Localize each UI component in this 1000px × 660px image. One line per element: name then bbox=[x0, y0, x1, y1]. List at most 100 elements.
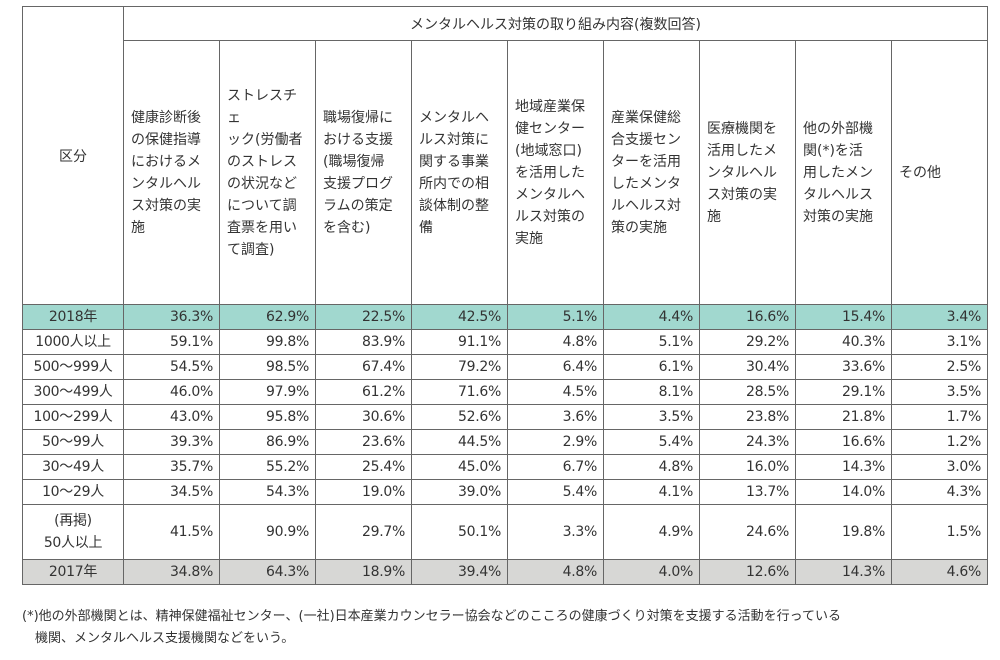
table-cell: 16.6% bbox=[699, 304, 796, 330]
table-cell: 2.9% bbox=[507, 429, 604, 455]
table-cell: 18.9% bbox=[315, 559, 412, 585]
table-cell: 64.3% bbox=[219, 559, 316, 585]
table-cell: 39.4% bbox=[411, 559, 508, 585]
table-row: 1000人以上 59.1% 99.8% 83.9% 91.1% 4.8% 5.1% 29.2%… bbox=[22, 329, 988, 355]
table-cell: 3.5% bbox=[603, 404, 700, 430]
table-cell: 4.4% bbox=[603, 304, 700, 330]
table-cell: 5.1% bbox=[507, 304, 604, 330]
table-cell: 4.8% bbox=[603, 454, 700, 480]
table-cell: 16.0% bbox=[699, 454, 796, 480]
column-header: 他の外部機 関(*)を活 用したメン タルヘルス 対策の実施 bbox=[795, 40, 892, 305]
table-row: (再掲) 50人以上 41.5% 90.9% 29.7% 50.1% 3.3% 4.9% 24… bbox=[22, 504, 988, 560]
table-cell: 55.2% bbox=[219, 454, 316, 480]
table-cell: 86.9% bbox=[219, 429, 316, 455]
row-label: (再掲) 50人以上 bbox=[22, 504, 124, 560]
table-cell: 52.6% bbox=[411, 404, 508, 430]
table-cell: 4.3% bbox=[891, 479, 988, 505]
row-label: 50～99人 bbox=[22, 429, 124, 455]
table-cell: 30.4% bbox=[699, 354, 796, 380]
table-cell: 13.7% bbox=[699, 479, 796, 505]
row-label: 2017年 bbox=[22, 559, 124, 585]
table-cell: 12.6% bbox=[699, 559, 796, 585]
column-header: 地域産業保 健センター (地域窓口) を活用した メンタルヘ ルス対策の 実施 bbox=[507, 40, 604, 305]
table-cell: 3.3% bbox=[507, 504, 604, 560]
table-cell: 1.5% bbox=[891, 504, 988, 560]
table-cell: 45.0% bbox=[411, 454, 508, 480]
row-label: 2018年 bbox=[22, 304, 124, 330]
table-cell: 6.7% bbox=[507, 454, 604, 480]
table-cell: 59.1% bbox=[123, 329, 220, 355]
table-cell: 24.3% bbox=[699, 429, 796, 455]
table-cell: 4.1% bbox=[603, 479, 700, 505]
table-cell: 3.1% bbox=[891, 329, 988, 355]
mental-health-table: 区分 メンタルヘルス対策の取り組み内容(複数回答) 健康診断後 の保健指導 にお… bbox=[22, 6, 988, 585]
table-cell: 39.0% bbox=[411, 479, 508, 505]
table-cell: 79.2% bbox=[411, 354, 508, 380]
table-cell: 35.7% bbox=[123, 454, 220, 480]
table-cell: 99.8% bbox=[219, 329, 316, 355]
row-label: 300～499人 bbox=[22, 379, 124, 405]
table-cell: 6.1% bbox=[603, 354, 700, 380]
table-cell: 4.9% bbox=[603, 504, 700, 560]
table-cell: 28.5% bbox=[699, 379, 796, 405]
table-cell: 95.8% bbox=[219, 404, 316, 430]
table-cell: 29.7% bbox=[315, 504, 412, 560]
table-row: 300～499人 46.0% 97.9% 61.2% 71.6% 4.5% 8.1% 28.5… bbox=[22, 379, 988, 405]
table-cell: 6.4% bbox=[507, 354, 604, 380]
table-cell: 25.4% bbox=[315, 454, 412, 480]
table-cell: 91.1% bbox=[411, 329, 508, 355]
table-row: 30～49人 35.7% 55.2% 25.4% 45.0% 6.7% 4.8% 16.0% 1… bbox=[22, 454, 988, 480]
table-cell: 67.4% bbox=[315, 354, 412, 380]
row-header: 区分 bbox=[22, 6, 124, 305]
table-cell: 3.5% bbox=[891, 379, 988, 405]
table-cell: 16.6% bbox=[795, 429, 892, 455]
table-cell: 54.5% bbox=[123, 354, 220, 380]
table-cell: 4.5% bbox=[507, 379, 604, 405]
table-cell: 34.5% bbox=[123, 479, 220, 505]
table-cell: 29.1% bbox=[795, 379, 892, 405]
table-cell: 23.8% bbox=[699, 404, 796, 430]
table-cell: 23.6% bbox=[315, 429, 412, 455]
row-label: 10～29人 bbox=[22, 479, 124, 505]
row-label: 1000人以上 bbox=[22, 329, 124, 355]
footnote: (*)他の外部機関とは、精神保健福祉センター、(一社)日本産業カウンセラー協会な… bbox=[22, 609, 842, 646]
table-cell: 71.6% bbox=[411, 379, 508, 405]
table-cell: 50.1% bbox=[411, 504, 508, 560]
table-cell: 61.2% bbox=[315, 379, 412, 405]
table-cell: 2.5% bbox=[891, 354, 988, 380]
column-header: 医療機関を 活用したメ ンタルヘル ス対策の実 施 bbox=[699, 40, 796, 305]
table-cell: 5.4% bbox=[603, 429, 700, 455]
column-header: その他 bbox=[891, 40, 988, 305]
table-cell: 14.3% bbox=[795, 454, 892, 480]
table-cell: 1.2% bbox=[891, 429, 988, 455]
table-cell: 3.6% bbox=[507, 404, 604, 430]
column-header: 産業保健総 合支援セン ターを活用 したメンタ ルヘルス対 策の実施 bbox=[603, 40, 700, 305]
table-cell: 34.8% bbox=[123, 559, 220, 585]
table-cell: 42.5% bbox=[411, 304, 508, 330]
table-cell: 4.8% bbox=[507, 559, 604, 585]
table-cell: 83.9% bbox=[315, 329, 412, 355]
column-header: 健康診断後 の保健指導 におけるメ ンタルヘル ス対策の実 施 bbox=[123, 40, 220, 305]
table-cell: 29.2% bbox=[699, 329, 796, 355]
column-header: ストレスチェ ック(労働者 のストレス の状況など について調 査票を用い て調… bbox=[219, 40, 316, 305]
table-cell: 44.5% bbox=[411, 429, 508, 455]
table-cell: 21.8% bbox=[795, 404, 892, 430]
table-cell: 4.6% bbox=[891, 559, 988, 585]
table-cell: 3.0% bbox=[891, 454, 988, 480]
table-cell: 8.1% bbox=[603, 379, 700, 405]
table-cell: 1.7% bbox=[891, 404, 988, 430]
table-cell: 62.9% bbox=[219, 304, 316, 330]
table-cell: 22.5% bbox=[315, 304, 412, 330]
table-row: 500～999人 54.5% 98.5% 67.4% 79.2% 6.4% 6.1% 30.4… bbox=[22, 354, 988, 380]
table-cell: 15.4% bbox=[795, 304, 892, 330]
table-cell: 40.3% bbox=[795, 329, 892, 355]
table-cell: 46.0% bbox=[123, 379, 220, 405]
table-cell: 4.8% bbox=[507, 329, 604, 355]
table-cell: 33.6% bbox=[795, 354, 892, 380]
table-cell: 14.0% bbox=[795, 479, 892, 505]
table-row: 10～29人 34.5% 54.3% 19.0% 39.0% 5.4% 4.1% 13.7% 1… bbox=[22, 479, 988, 505]
table-cell: 97.9% bbox=[219, 379, 316, 405]
column-header: 職場復帰に おける支援 (職場復帰 支援プログ ラムの策定 を含む) bbox=[315, 40, 412, 305]
table-cell: 5.4% bbox=[507, 479, 604, 505]
row-label: 100～299人 bbox=[22, 404, 124, 430]
